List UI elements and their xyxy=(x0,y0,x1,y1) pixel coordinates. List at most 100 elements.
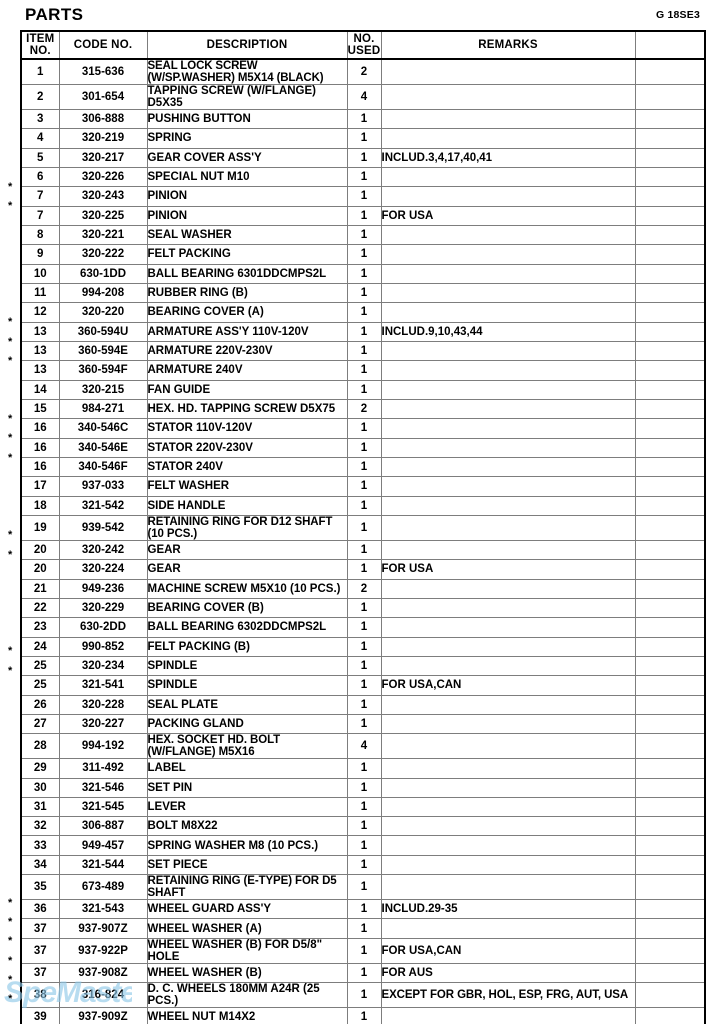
cell-description: HEX. SOCKET HD. BOLT (W/FLANGE) M5X16 xyxy=(146,733,348,760)
cell-code-no: 320-234 xyxy=(58,655,148,677)
table-row: 37 937-907Z WHEEL WASHER (A) 1 xyxy=(20,918,706,939)
cell-item-no: 32 xyxy=(20,816,60,837)
cell-remarks xyxy=(380,108,636,130)
cell-extra xyxy=(634,263,706,284)
cell-extra xyxy=(634,636,706,657)
cell-extra xyxy=(634,108,706,130)
cell-description: SET PIECE xyxy=(146,854,348,876)
cell-description: WHEEL WASHER (B) FOR D5/8" HOLE xyxy=(146,937,348,964)
cell-code-no: 340-546F xyxy=(58,456,148,478)
cell-item-no: 13 xyxy=(20,340,60,362)
cell-item-no: 37 xyxy=(20,937,60,964)
cell-item-no: 25 xyxy=(20,675,60,696)
asterisk-marker: * xyxy=(8,993,13,1006)
table-row: 2 301-654 TAPPING SCREW (W/FLANGE) D5X35 4 xyxy=(20,84,706,110)
model-code: G 18SE3 xyxy=(655,9,700,21)
cell-item-no: 5 xyxy=(20,147,60,168)
asterisk-marker: * xyxy=(8,413,13,426)
table-row: 34 321-544 SET PIECE 1 xyxy=(20,854,706,876)
cell-code-no: 306-887 xyxy=(58,816,148,837)
cell-description: FELT WASHER xyxy=(146,476,348,497)
cell-item-no: 28 xyxy=(20,733,60,760)
cell-remarks xyxy=(380,360,636,381)
cell-item-no: 6 xyxy=(20,166,60,188)
asterisk-marker: * xyxy=(8,935,13,948)
table-row: 16 340-546C STATOR 110V-120V 1 xyxy=(20,418,706,439)
cell-extra xyxy=(634,282,706,304)
cell-extra xyxy=(634,128,706,149)
cell-extra xyxy=(634,205,706,226)
cell-remarks xyxy=(380,437,636,458)
cell-description: TAPPING SCREW (W/FLANGE) D5X35 xyxy=(146,84,348,110)
cell-item-no: 14 xyxy=(20,379,60,400)
table-row: 31 321-545 LEVER 1 xyxy=(20,796,706,818)
cell-extra xyxy=(634,835,706,856)
cell-extra xyxy=(634,379,706,400)
cell-remarks: FOR AUS xyxy=(380,962,636,984)
parts-table: ITEM NO. CODE NO. DESCRIPTION NO. USED R… xyxy=(20,30,706,1024)
cell-extra xyxy=(634,899,706,920)
cell-item-no: 17 xyxy=(20,476,60,497)
cell-description: STATOR 240V xyxy=(146,456,348,478)
cell-no-used: 1 xyxy=(346,495,382,516)
page-title: PARTS xyxy=(25,5,84,24)
table-row: 5 320-217 GEAR COVER ASS'Y 1 INCLUD.3,4,17,4… xyxy=(20,147,706,168)
cell-extra xyxy=(634,559,706,580)
cell-description: D. C. WHEELS 180MM A24R (25 PCS.) xyxy=(146,982,348,1009)
cell-code-no: 320-242 xyxy=(58,539,148,561)
cell-item-no: 16 xyxy=(20,437,60,458)
cell-description: BALL BEARING 6301DDCMPS2L xyxy=(146,263,348,284)
cell-remarks: INCLUD.9,10,43,44 xyxy=(380,321,636,342)
cell-no-used: 1 xyxy=(346,340,382,362)
cell-code-no: 949-457 xyxy=(58,835,148,856)
table-row: 37 937-908Z WHEEL WASHER (B) 1 FOR AUS xyxy=(20,962,706,984)
cell-no-used: 1 xyxy=(346,835,382,856)
table-row: 20 320-242 GEAR 1 xyxy=(20,539,706,561)
cell-description: LABEL xyxy=(146,758,348,779)
cell-description: GEAR xyxy=(146,559,348,580)
cell-remarks xyxy=(380,617,636,638)
cell-no-used: 1 xyxy=(346,456,382,478)
cell-no-used: 1 xyxy=(346,205,382,226)
cell-item-no: 8 xyxy=(20,224,60,246)
cell-description: SPRING WASHER M8 (10 PCS.) xyxy=(146,835,348,856)
cell-extra xyxy=(634,360,706,381)
parts-table-container: * * * * * * * * * * * * * * * * * * ITEM NO. CODE NO. DES… xyxy=(0,30,708,1024)
cell-no-used: 1 xyxy=(346,559,382,580)
cell-item-no: 36 xyxy=(20,899,60,920)
cell-description: ARMATURE ASS'Y 110V-120V xyxy=(146,321,348,342)
asterisk-marker: * xyxy=(8,915,13,928)
cell-description: ARMATURE 220V-230V xyxy=(146,340,348,362)
cell-description: BEARING COVER (A) xyxy=(146,302,348,323)
cell-code-no: 320-217 xyxy=(58,147,148,168)
cell-code-no: 321-541 xyxy=(58,675,148,696)
cell-extra xyxy=(634,418,706,439)
cell-extra xyxy=(634,244,706,265)
cell-item-no: 34 xyxy=(20,854,60,876)
cell-code-no: 937-909Z xyxy=(58,1007,148,1024)
cell-extra xyxy=(634,58,706,85)
asterisk-marker: * xyxy=(8,529,13,542)
cell-description: SEAL PLATE xyxy=(146,694,348,715)
cell-description: SIDE HANDLE xyxy=(146,495,348,516)
cell-remarks xyxy=(380,166,636,188)
cell-description: ARMATURE 240V xyxy=(146,360,348,381)
table-row: 12 320-220 BEARING COVER (A) 1 xyxy=(20,302,706,323)
cell-description: BEARING COVER (B) xyxy=(146,597,348,619)
cell-no-used: 2 xyxy=(346,58,382,85)
cell-no-used: 4 xyxy=(346,733,382,760)
table-row: 16 340-546E STATOR 220V-230V 1 xyxy=(20,437,706,458)
cell-extra xyxy=(634,224,706,246)
asterisk-marker: * xyxy=(8,973,13,986)
asterisk-marker: * xyxy=(8,355,13,368)
cell-code-no: 360-594F xyxy=(58,360,148,381)
table-row: 29 311-492 LABEL 1 xyxy=(20,758,706,779)
cell-no-used: 1 xyxy=(346,655,382,677)
cell-extra xyxy=(634,962,706,984)
cell-remarks xyxy=(380,302,636,323)
table-body: 1 315-636 SEAL LOCK SCREW (W/SP.WASHER) M5… xyxy=(20,58,706,1024)
cell-item-no: 27 xyxy=(20,713,60,735)
cell-code-no: 994-192 xyxy=(58,733,148,760)
cell-remarks xyxy=(380,340,636,362)
table-row: 37 937-922P WHEEL WASHER (B) FOR D5/8" HOL… xyxy=(20,937,706,964)
